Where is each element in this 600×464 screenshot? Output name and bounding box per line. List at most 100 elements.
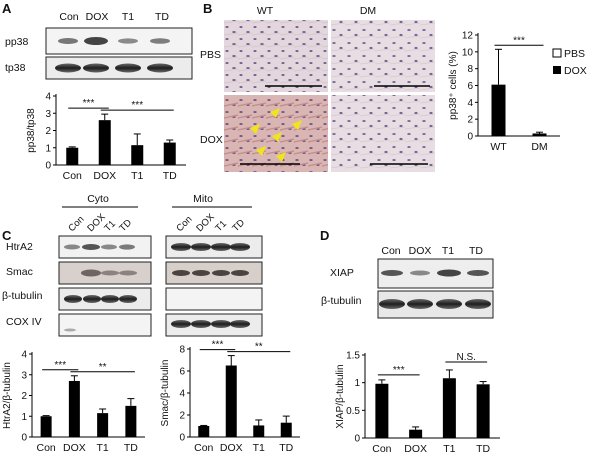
lane-label-dox: DOX [409,245,432,257]
category-label: T1 [253,442,265,454]
category-label: DM [531,141,547,153]
bar [532,133,547,136]
y-axis-label: Smac/β-tubulin [160,360,171,427]
y-tick-label: 0 [21,433,27,444]
category-label: Con [36,442,55,454]
western-blot-smac-mito [165,261,263,285]
lane-labels-mito: Con DOX T1 TD [174,211,247,234]
bar [442,378,456,438]
category-label: DOX [93,170,116,182]
micrograph-wt-pbs [224,20,328,92]
blot-label-beta-tubulin: β-tubulin [321,295,362,307]
legend-swatch-pbs [552,48,562,58]
category-label: Con [63,170,82,182]
panel-b-label: B [203,1,212,16]
blot-label-xiap: XIAP [330,267,354,279]
panel-a: A Con DOX T1 TD pp38 tp38 0 1 2 3 4 pp38/tp38… [2,1,193,182]
micrograph-dm-pbs [331,20,435,92]
y-tick-label: 12 [462,31,474,42]
chart-b-legend: PBS DOX [552,48,587,77]
western-blot-htra2-cyto [58,235,152,259]
lane-label-con: Con [66,214,86,234]
y-tick-label: 4 [45,92,51,103]
bar [66,147,79,165]
micrograph-dm-dox [331,95,435,172]
western-blot-tp38 [45,56,193,80]
y-axis-label: HtrA2/β-tubulin [2,362,13,429]
category-label: DOX [404,443,427,455]
category-label: T1 [443,443,455,455]
y-tick-label: 0 [467,132,473,143]
y-axis-label: pp38/tp38 [26,108,37,153]
y-tick-label: 4 [467,98,473,109]
group-label-cyto: Cyto [87,193,109,205]
row-label-dox: DOX [200,134,223,146]
category-label: TD [279,442,293,454]
bar [131,145,144,165]
category-label: T1 [96,442,108,454]
bar [68,380,80,437]
y-tick-label: 2 [467,115,473,126]
lane-label-con: Con [174,214,194,234]
bar [98,120,111,165]
y-tick-label: 1 [45,143,51,154]
legend-label-dox: DOX [564,65,587,77]
micrograph-wt-dox [224,95,328,172]
bar [491,84,506,136]
y-tick-label: 4 [179,389,185,400]
significance-label: ** [255,342,263,353]
western-blot-beta-tubulin-cyto [58,287,152,311]
blot-label-htra2: HtrA2 [6,241,33,253]
significance-label: *** [54,360,66,371]
y-tick-label: 0 [45,161,51,172]
column-label-wt: WT [257,5,274,17]
y-tick-label: 3 [45,109,51,120]
bar [409,429,423,438]
y-tick-label: 8 [179,345,185,356]
lane-label-td: TD [117,217,134,234]
bar-chart-a: 0 1 2 3 4 pp38/tp38 Con DOX T1 TD *** *** [26,92,186,182]
y-tick-label: 1 [354,378,360,389]
y-tick-label: 2 [21,391,27,402]
y-tick-label: 2 [179,411,185,422]
panel-d: D Con DOX T1 TD XIAP β-tubulin 0 0.5 1 1.5X… [320,228,500,455]
lane-label-con: Con [381,245,400,257]
bar [198,426,210,437]
y-tick-label: 0 [354,434,360,445]
bar [225,365,237,437]
y-tick-label: 1.5 [346,351,360,362]
y-tick-label: 4 [21,350,27,361]
western-blot-beta-tubulin [377,290,494,319]
row-label-pbs: PBS [200,49,221,61]
significance-label: N.S. [457,352,476,363]
significance-label: *** [131,100,143,111]
lane-label-td: TD [469,245,483,257]
y-tick-label: 2 [45,126,51,137]
y-tick-label: 6 [179,367,185,378]
y-tick-label: 8 [467,64,473,75]
category-label: TD [476,443,490,455]
western-blot-cox-iv-mito [165,313,263,337]
category-label: WT [490,141,507,153]
legend-swatch-dox [553,66,561,74]
lane-label-td: TD [155,11,169,23]
lane-label-t1: T1 [442,245,454,257]
significance-label: *** [212,340,224,351]
category-label: DOX [63,442,86,454]
category-label: TD [124,442,138,454]
blot-label-smac: Smac [6,266,33,278]
significance-label: *** [513,35,525,46]
y-tick-label: 1 [21,412,27,423]
western-blot-xiap [377,258,494,289]
category-label: TD [163,170,177,182]
panel-c-label: C [2,228,12,243]
bar [163,142,176,165]
western-blot-beta-tubulin-mito [165,287,263,311]
lane-label-t1: T1 [213,218,229,234]
lane-label-t1: T1 [122,11,134,23]
lane-labels-cyto: Con DOX T1 TD [66,211,134,234]
legend-label-pbs: PBS [564,48,585,60]
